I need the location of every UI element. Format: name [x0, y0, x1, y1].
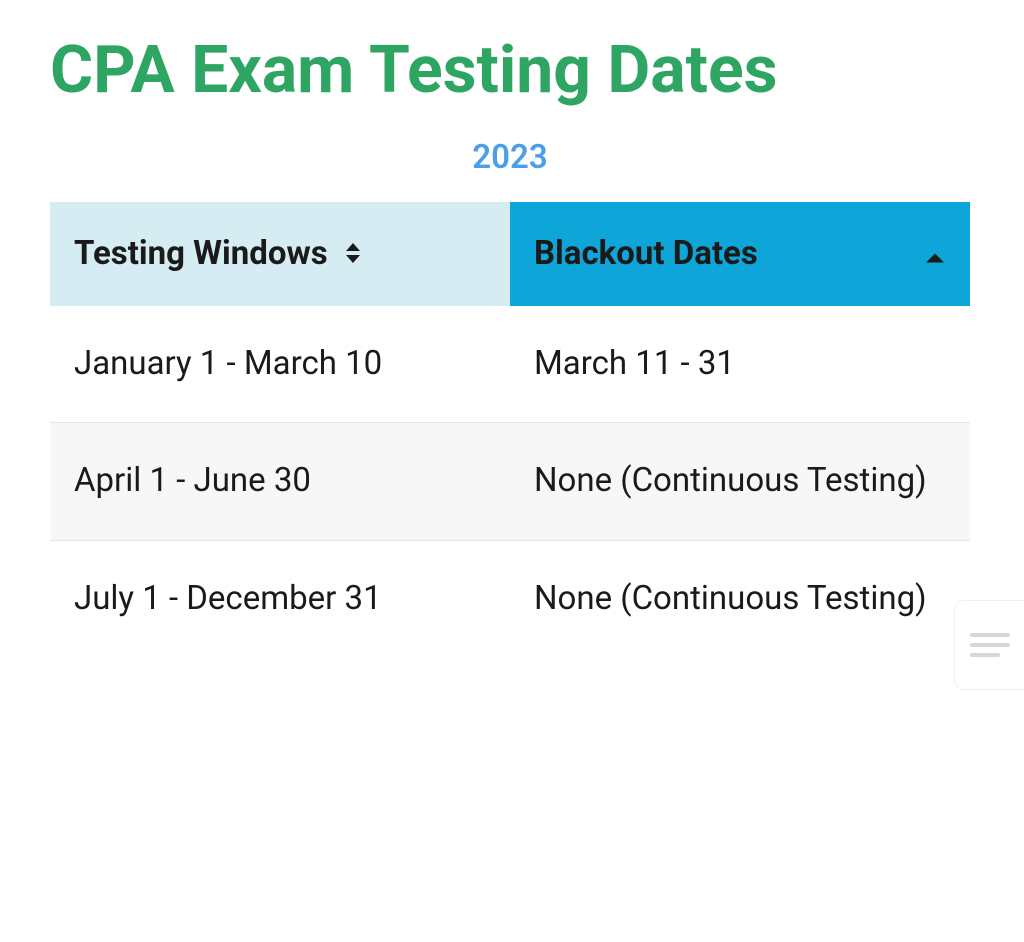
side-widget-toggle[interactable] [954, 600, 1024, 690]
menu-icon [970, 627, 1010, 663]
cell-blackout: None (Continuous Testing) [510, 540, 970, 657]
column-label: Testing Windows [74, 234, 328, 273]
column-label: Blackout Dates [534, 234, 758, 273]
year-label: 2023 [50, 138, 970, 177]
table-row: July 1 - December 31 None (Continuous Te… [50, 540, 970, 657]
cell-testing-window: April 1 - June 30 [50, 423, 510, 540]
table-row: January 1 - March 10 March 11 - 31 [50, 306, 970, 423]
sort-both-icon [344, 235, 362, 274]
sort-asc-icon [924, 234, 946, 273]
page-title: CPA Exam Testing Dates [50, 35, 974, 108]
column-header-testing-windows[interactable]: Testing Windows [50, 202, 510, 307]
testing-dates-table: Testing Windows Blackout Dates [50, 202, 970, 657]
column-header-blackout-dates[interactable]: Blackout Dates [510, 202, 970, 307]
cell-testing-window: January 1 - March 10 [50, 306, 510, 423]
cell-blackout: March 11 - 31 [510, 306, 970, 423]
cell-testing-window: July 1 - December 31 [50, 540, 510, 657]
cell-blackout: None (Continuous Testing) [510, 423, 970, 540]
table-row: April 1 - June 30 None (Continuous Testi… [50, 423, 970, 540]
